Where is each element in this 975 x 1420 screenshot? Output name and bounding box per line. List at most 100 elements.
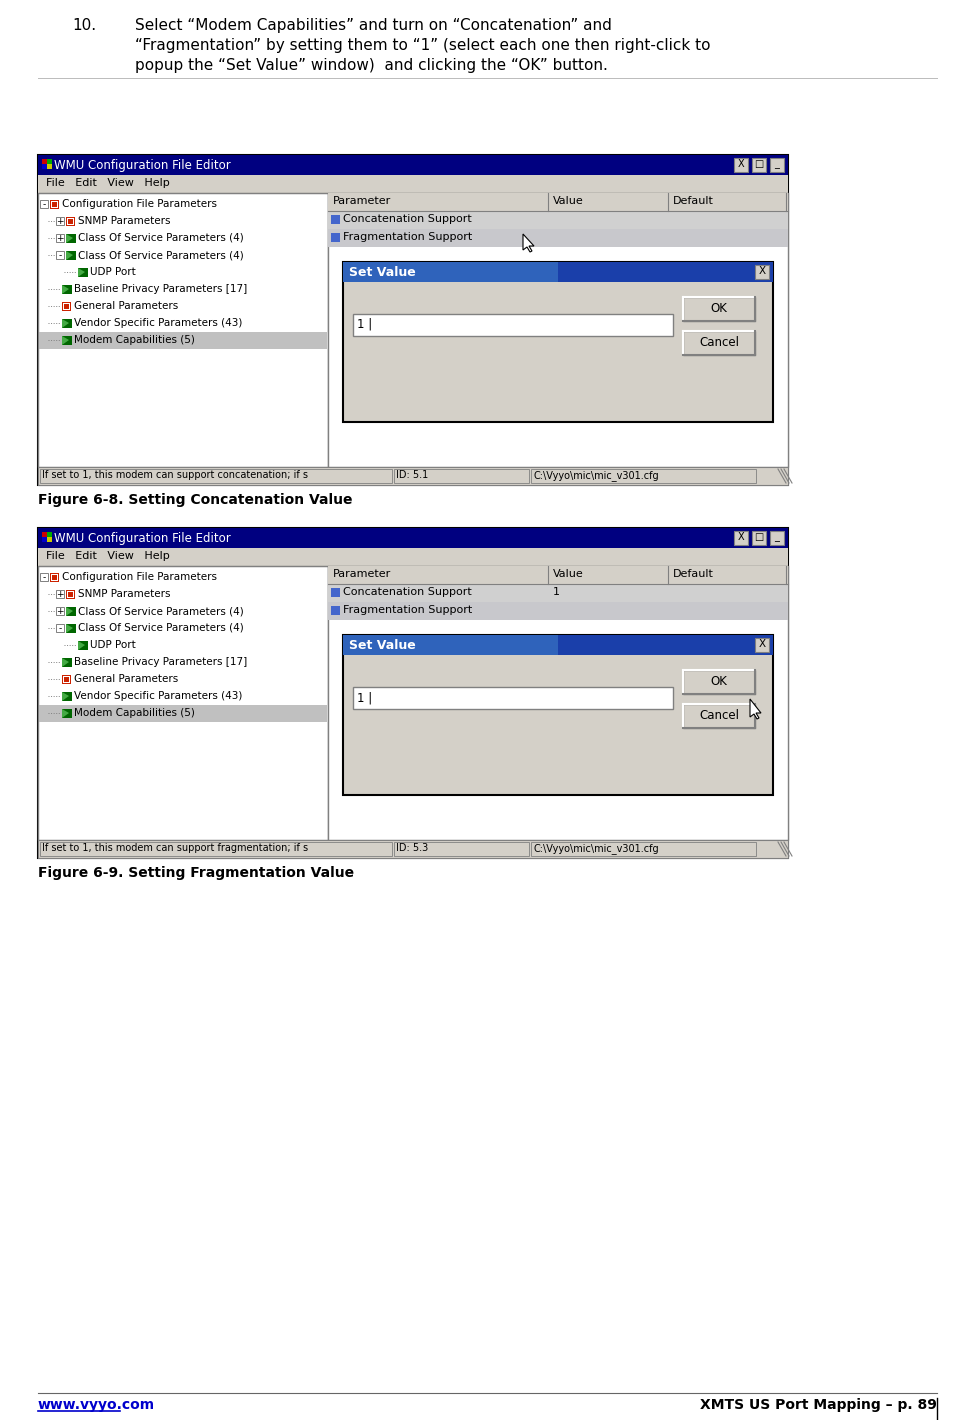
Bar <box>66 589 75 599</box>
Text: OK: OK <box>711 302 727 315</box>
Bar <box>47 532 52 537</box>
Bar <box>56 589 64 598</box>
Text: X: X <box>759 639 765 649</box>
Bar <box>78 640 88 650</box>
Text: Modem Capabilities (5): Modem Capabilities (5) <box>74 335 195 345</box>
Text: Parameter: Parameter <box>333 569 391 579</box>
Bar <box>38 528 788 858</box>
Text: X: X <box>738 532 744 542</box>
Bar <box>343 263 558 283</box>
Bar <box>331 233 340 241</box>
Text: _: _ <box>774 532 779 542</box>
Bar <box>62 657 72 667</box>
Text: Modem Capabilities (5): Modem Capabilities (5) <box>74 709 195 719</box>
Bar <box>531 842 756 856</box>
Polygon shape <box>523 234 534 251</box>
Bar <box>62 692 72 701</box>
Bar <box>78 268 88 277</box>
Text: Figure 6-8. Setting Concatenation Value: Figure 6-8. Setting Concatenation Value <box>38 493 353 507</box>
Bar <box>64 677 69 682</box>
Bar <box>770 531 784 545</box>
Bar <box>40 200 48 207</box>
Bar <box>328 229 788 247</box>
Bar <box>62 302 71 311</box>
Polygon shape <box>66 623 73 633</box>
Bar <box>353 314 673 337</box>
Text: 1 |: 1 | <box>357 692 372 704</box>
Bar <box>770 158 784 172</box>
Bar <box>683 331 755 355</box>
Bar <box>47 163 52 169</box>
Text: Cancel: Cancel <box>699 337 739 349</box>
Bar <box>328 602 788 621</box>
Bar <box>734 158 748 172</box>
Text: Class Of Service Parameters (4): Class Of Service Parameters (4) <box>78 233 244 243</box>
Polygon shape <box>66 606 73 616</box>
Bar <box>62 320 72 328</box>
Text: WMU Configuration File Editor: WMU Configuration File Editor <box>54 159 231 172</box>
Polygon shape <box>62 657 69 667</box>
Polygon shape <box>62 285 69 294</box>
Bar <box>51 574 58 581</box>
Text: Class Of Service Parameters (4): Class Of Service Parameters (4) <box>78 623 244 633</box>
Bar <box>40 842 392 856</box>
Text: Configuration File Parameters: Configuration File Parameters <box>62 572 217 582</box>
Bar <box>394 842 529 856</box>
Bar <box>752 531 766 545</box>
Text: UDP Port: UDP Port <box>90 640 136 650</box>
Text: popup the “Set Value” window)  and clicking the “OK” button.: popup the “Set Value” window) and clicki… <box>135 58 607 72</box>
Text: Select “Modem Capabilities” and turn on “Concatenation” and: Select “Modem Capabilities” and turn on … <box>135 18 612 33</box>
Bar <box>38 567 328 841</box>
Text: C:\Vyyo\mic\mic_v301.cfg: C:\Vyyo\mic\mic_v301.cfg <box>533 843 659 853</box>
Polygon shape <box>62 692 69 701</box>
Bar <box>66 234 76 243</box>
Bar <box>66 217 75 226</box>
Bar <box>752 158 766 172</box>
Bar <box>56 623 64 632</box>
Bar <box>328 193 788 467</box>
Text: □: □ <box>755 532 763 542</box>
Bar <box>343 635 773 655</box>
Text: +: + <box>57 234 63 243</box>
Text: X: X <box>759 266 765 275</box>
Bar <box>343 263 773 422</box>
Text: SNMP Parameters: SNMP Parameters <box>78 589 171 599</box>
Text: -: - <box>58 623 61 633</box>
Bar <box>47 537 52 542</box>
Bar <box>38 841 788 858</box>
Polygon shape <box>62 320 69 328</box>
Bar <box>50 200 59 209</box>
Bar <box>52 575 57 579</box>
Text: Set Value: Set Value <box>349 639 415 652</box>
Text: Default: Default <box>673 196 714 206</box>
Bar <box>683 670 755 694</box>
Polygon shape <box>62 709 69 719</box>
Text: -: - <box>42 574 46 582</box>
Bar <box>331 214 340 224</box>
Bar <box>64 304 69 310</box>
Bar <box>56 606 64 615</box>
Text: ID: 5.1: ID: 5.1 <box>396 470 428 480</box>
Polygon shape <box>78 268 85 277</box>
Text: Class Of Service Parameters (4): Class Of Service Parameters (4) <box>78 606 244 616</box>
Text: X: X <box>738 159 744 169</box>
Text: SNMP Parameters: SNMP Parameters <box>78 216 171 226</box>
Bar <box>38 467 788 486</box>
Bar <box>40 469 392 483</box>
Text: Default: Default <box>673 569 714 579</box>
Text: Fragmentation Support: Fragmentation Support <box>343 231 472 241</box>
Bar <box>62 709 72 719</box>
Text: Set Value: Set Value <box>349 266 415 278</box>
Bar <box>56 251 64 258</box>
Bar <box>39 704 327 721</box>
Polygon shape <box>78 640 85 650</box>
Text: UDP Port: UDP Port <box>90 267 136 277</box>
Bar <box>66 623 76 633</box>
Bar <box>328 193 788 212</box>
Text: Configuration File Parameters: Configuration File Parameters <box>62 199 217 209</box>
Bar <box>42 537 47 542</box>
Text: +: + <box>57 606 63 616</box>
Text: Baseline Privacy Parameters [17]: Baseline Privacy Parameters [17] <box>74 284 248 294</box>
Text: ID: 5.3: ID: 5.3 <box>396 843 428 853</box>
Polygon shape <box>62 337 69 345</box>
